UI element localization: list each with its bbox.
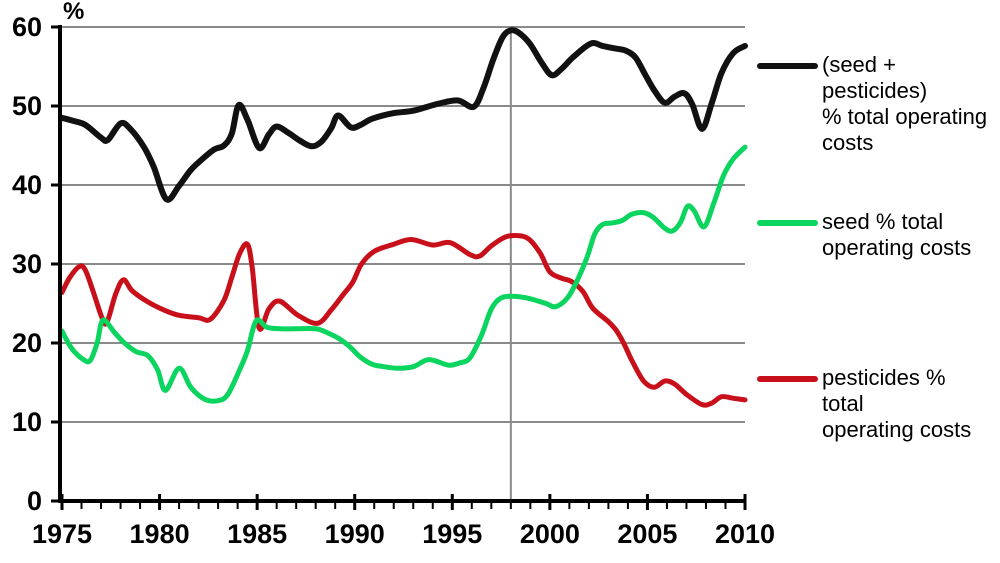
- x-tick-label-2005: 2005: [617, 519, 677, 549]
- legend: (seed + pesticides) % total operating co…: [752, 0, 1000, 563]
- legend-label-line: pesticides): [822, 78, 928, 103]
- x-tick-label-1985: 1985: [227, 519, 287, 549]
- y-tick-label-40: 40: [12, 170, 42, 200]
- y-tick-label-20: 20: [12, 328, 42, 358]
- y-tick-label-10: 10: [12, 407, 42, 437]
- legend-swatch-seed: [757, 220, 818, 226]
- legend-label-pesticides: pesticides % total operating costs: [822, 365, 1000, 443]
- x-tick-label-2010: 2010: [715, 519, 775, 549]
- y-axis-unit-label: %: [63, 0, 85, 25]
- legend-label-line: operating costs: [822, 417, 972, 442]
- legend-swatch-pesticides: [757, 376, 818, 382]
- legend-swatch-seed-pesticides: [757, 63, 818, 69]
- legend-label-line: costs: [822, 130, 874, 155]
- legend-label-line: operating costs: [822, 235, 972, 260]
- x-tick-label-1990: 1990: [325, 519, 385, 549]
- legend-label-seed: seed % total operating costs: [822, 209, 1000, 261]
- series-line-0: [59, 27, 748, 203]
- legend-label-line: pesticides %: [822, 365, 946, 390]
- y-tick-label-50: 50: [12, 91, 42, 121]
- x-tick-label-1975: 1975: [32, 519, 92, 549]
- legend-label-seed-pesticides: (seed + pesticides) % total operating co…: [822, 52, 1000, 156]
- series-line-2: [59, 232, 748, 408]
- y-tick-label-0: 0: [27, 486, 42, 516]
- legend-label-line: seed % total: [822, 209, 944, 234]
- legend-label-line: % total operating: [822, 104, 988, 129]
- legend-label-line: total: [822, 391, 864, 416]
- x-tick-label-2000: 2000: [520, 519, 580, 549]
- x-tick-label-1995: 1995: [422, 519, 482, 549]
- x-tick-label-1980: 1980: [130, 519, 190, 549]
- legend-label-line: (seed +: [822, 52, 896, 77]
- y-tick-label-30: 30: [12, 249, 42, 279]
- series-line-1: [59, 144, 748, 404]
- y-tick-label-60: 60: [12, 12, 42, 42]
